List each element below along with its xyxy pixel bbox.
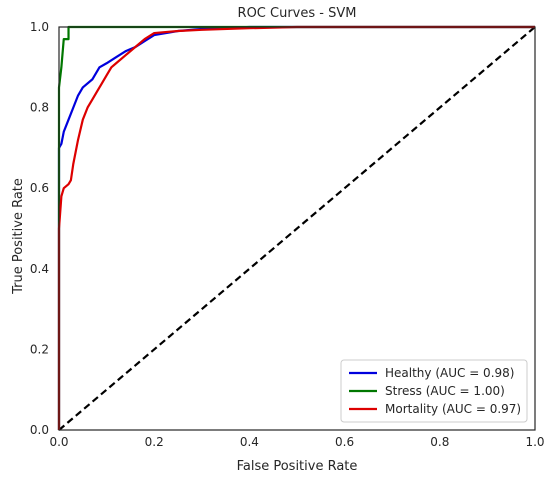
y-tick-label: 0.0	[30, 423, 49, 437]
y-tick-label: 0.8	[30, 101, 49, 115]
legend-label-2: Mortality (AUC = 0.97)	[385, 402, 521, 416]
x-tick-label: 0.0	[49, 435, 68, 449]
reference-diagonal-line	[58, 26, 536, 431]
legend-label-1: Stress (AUC = 1.00)	[385, 384, 505, 398]
x-axis-label: False Positive Rate	[237, 459, 358, 474]
y-tick-label: 0.2	[30, 342, 49, 356]
chart-title: ROC Curves - SVM	[238, 6, 357, 21]
plot-frame	[58, 26, 536, 431]
series-line-2	[57, 25, 535, 430]
legend-label-0: Healthy (AUC = 0.98)	[385, 366, 514, 380]
x-tick-label: 1.0	[525, 435, 544, 449]
y-tick-label: 0.4	[30, 262, 49, 276]
plot-area	[57, 25, 536, 431]
legend: Healthy (AUC = 0.98) Stress (AUC = 1.00) M…	[340, 359, 528, 423]
x-tick-label: 0.4	[240, 435, 259, 449]
x-tick-label: 0.2	[145, 435, 164, 449]
y-tick-label: 1.0	[30, 20, 49, 34]
y-axis-label: True Positive Rate	[11, 178, 26, 295]
y-axis-ticks: 0.0 0.2 0.4 0.6 0.8 1.0	[30, 20, 49, 437]
x-axis-ticks: 0.0 0.2 0.4 0.6 0.8 1.0	[49, 435, 544, 449]
x-tick-label: 0.8	[430, 435, 449, 449]
legend-box	[340, 359, 528, 423]
y-tick-label: 0.6	[30, 181, 49, 195]
x-tick-label: 0.6	[335, 435, 354, 449]
